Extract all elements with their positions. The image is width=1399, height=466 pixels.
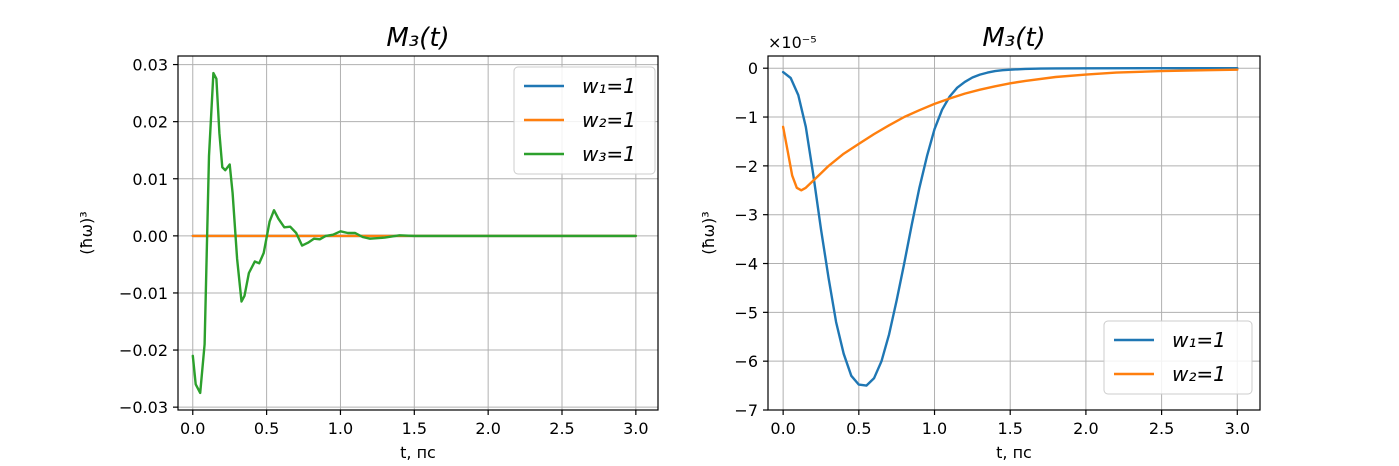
y-tick-label: −2 (734, 157, 758, 176)
legend-label-1: w₁=1 (582, 74, 636, 98)
legend: w₁=1 w₂=1 (1103, 320, 1253, 395)
x-tick-label: 1.0 (328, 419, 353, 438)
y-tick-label: −3 (734, 206, 758, 225)
y-tick-label: −6 (734, 352, 758, 371)
legend-label-3: w₃=1 (582, 142, 636, 166)
chart-title: M₃(t) (386, 23, 449, 53)
x-tick-label: 2.5 (549, 419, 574, 438)
y-tick-label: 0 (748, 59, 758, 78)
x-tick-label: 3.0 (1225, 419, 1250, 438)
legend-label-2: w₂=1 (582, 108, 636, 132)
y-tick-label: −1 (734, 108, 758, 127)
x-tick-label: 1.0 (922, 419, 947, 438)
y-tick-label: 0.00 (132, 227, 168, 246)
x-tick-label: 0.5 (254, 419, 279, 438)
x-tick-label: 2.0 (475, 419, 500, 438)
legend-label-2: w₂=1 (1172, 362, 1226, 386)
y-tick-label: −0.03 (119, 398, 168, 417)
y-axis-label: (ħω)³ (699, 211, 718, 254)
x-tick-label: 0.5 (846, 419, 871, 438)
x-tick-label: 0.0 (180, 419, 205, 438)
y-offset-text: ×10⁻⁵ (768, 33, 817, 52)
y-tick-label: 0.02 (132, 113, 168, 132)
y-axis-label: (ħω)³ (77, 211, 96, 254)
chart-title: M₃(t) (982, 23, 1045, 53)
y-tick-label: −4 (734, 255, 758, 274)
series-line-1 (781, 66, 1239, 387)
x-tick-label: 2.0 (1073, 419, 1098, 438)
y-tick-label: −5 (734, 303, 758, 322)
legend-box (513, 66, 656, 175)
x-tick-label: 1.5 (402, 419, 427, 438)
series-line-3 (191, 71, 637, 395)
x-tick-label: 0.0 (770, 419, 795, 438)
y-tick-label: 0.01 (132, 170, 168, 189)
chart-left: 0.0 0.5 1.0 1.5 2.0 2.5 3.0 −0.03 −0.02 −0.01 0.00… (77, 23, 659, 462)
x-tick-label: 1.5 (997, 419, 1022, 438)
series-line-2 (781, 68, 1239, 192)
y-tick-label: −0.02 (119, 341, 168, 360)
x-axis-label: t, пс (400, 443, 436, 462)
legend: w₁=1 w₂=1 w₃=1 (513, 66, 656, 175)
y-tick-label: 0.03 (132, 56, 168, 75)
x-tick-label: 3.0 (623, 419, 648, 438)
legend-label-1: w₁=1 (1172, 328, 1226, 352)
chart-right: 0.0 0.5 1.0 1.5 2.0 2.5 3.0 −7 −6 −5 −4 −3 −2 −1 0 M₃(t… (699, 23, 1261, 462)
plot-frame (767, 55, 1261, 411)
plot-frame (177, 55, 659, 411)
y-tick-label: −0.01 (119, 284, 168, 303)
y-tick-label: −7 (734, 401, 758, 420)
x-axis-label: t, пс (996, 443, 1032, 462)
x-tick-label: 2.5 (1149, 419, 1174, 438)
